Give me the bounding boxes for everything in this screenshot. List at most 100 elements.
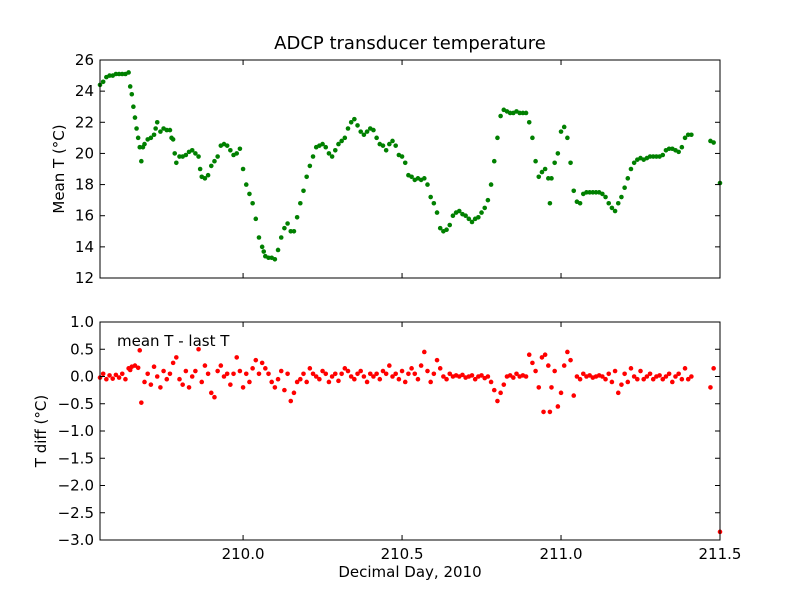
temperature-point bbox=[275, 247, 281, 253]
difference-point bbox=[193, 368, 198, 374]
difference-point bbox=[472, 376, 478, 382]
temperature-y-ticks: 12 14 16 18 20 22 24 26 bbox=[75, 51, 720, 287]
temperature-point bbox=[153, 126, 158, 131]
difference-point bbox=[371, 374, 376, 379]
temperature-point bbox=[590, 190, 596, 195]
temperature-point bbox=[542, 166, 548, 172]
difference-point bbox=[526, 352, 532, 358]
temperature-point bbox=[358, 129, 364, 134]
difference-point bbox=[708, 385, 713, 390]
temperature-point bbox=[666, 146, 672, 152]
difference-point bbox=[237, 368, 243, 374]
difference-point bbox=[685, 376, 691, 382]
difference-point bbox=[418, 363, 424, 368]
difference-point bbox=[323, 371, 329, 377]
temperature-point bbox=[323, 144, 329, 150]
difference-points bbox=[97, 346, 723, 535]
difference-point bbox=[549, 385, 554, 390]
temperature-point bbox=[364, 129, 370, 134]
difference-point bbox=[565, 349, 570, 355]
difference-point bbox=[139, 400, 144, 405]
temperature-point bbox=[689, 132, 694, 138]
difference-y-tick-label: −1.0 bbox=[58, 422, 94, 440]
temperature-point bbox=[177, 154, 182, 159]
temperature-point bbox=[552, 160, 557, 166]
difference-point bbox=[682, 366, 688, 371]
difference-point bbox=[393, 371, 398, 377]
temperature-point bbox=[577, 200, 583, 206]
temperature-point bbox=[507, 110, 513, 116]
temperature-point bbox=[285, 221, 290, 226]
temperature-point bbox=[135, 135, 141, 141]
temperature-axes-frame bbox=[99, 59, 721, 279]
temperature-point bbox=[561, 124, 567, 130]
temperature-point bbox=[387, 141, 392, 147]
difference-axes-frame bbox=[99, 321, 721, 541]
difference-point bbox=[154, 374, 160, 379]
temperature-point bbox=[167, 127, 173, 133]
temperature-point bbox=[301, 188, 306, 194]
temperature-point bbox=[603, 194, 608, 200]
difference-point bbox=[574, 374, 580, 379]
difference-point bbox=[644, 374, 650, 379]
temperature-point bbox=[615, 200, 621, 206]
difference-point bbox=[511, 375, 516, 380]
difference-point bbox=[437, 366, 443, 371]
temperature-point bbox=[547, 200, 553, 206]
difference-point bbox=[383, 371, 389, 377]
difference-point bbox=[259, 360, 265, 366]
temperature-point bbox=[447, 222, 453, 228]
difference-point bbox=[501, 382, 507, 387]
difference-point bbox=[390, 374, 395, 379]
temperature-point bbox=[234, 151, 240, 156]
temperature-point bbox=[565, 135, 570, 141]
difference-point bbox=[272, 385, 278, 390]
difference-point bbox=[367, 371, 373, 377]
temperature-point bbox=[682, 135, 688, 141]
difference-point bbox=[396, 376, 402, 382]
temperature-point bbox=[261, 249, 267, 254]
difference-point bbox=[539, 355, 545, 360]
difference-point bbox=[638, 368, 643, 374]
temperature-point bbox=[119, 71, 125, 77]
difference-point bbox=[298, 376, 303, 382]
difference-y-tick-label: 1.0 bbox=[70, 313, 94, 331]
difference-point bbox=[234, 355, 240, 360]
temperature-point bbox=[294, 214, 300, 220]
difference-point bbox=[666, 371, 672, 377]
temperature-point bbox=[476, 214, 481, 220]
temperature-point bbox=[131, 104, 136, 110]
difference-point bbox=[488, 379, 494, 385]
difference-point bbox=[641, 376, 646, 382]
temperature-y-tick-label: 18 bbox=[75, 176, 94, 194]
temperature-point bbox=[482, 205, 488, 211]
temperature-point bbox=[402, 160, 408, 166]
temperature-point bbox=[129, 91, 135, 97]
temperature-point bbox=[329, 154, 335, 159]
difference-point bbox=[116, 375, 122, 380]
temperature-point bbox=[183, 152, 189, 158]
temperature-point bbox=[450, 213, 456, 219]
temperature-point bbox=[282, 225, 287, 231]
difference-point bbox=[422, 349, 427, 355]
temperature-point bbox=[126, 70, 131, 75]
difference-point bbox=[628, 366, 634, 371]
difference-point bbox=[558, 390, 564, 396]
difference-point bbox=[345, 368, 351, 374]
difference-annotation: mean T - last T bbox=[117, 332, 230, 350]
difference-point bbox=[215, 368, 220, 374]
temperature-point bbox=[444, 227, 449, 233]
difference-point bbox=[406, 371, 411, 377]
difference-point bbox=[657, 373, 662, 378]
difference-point bbox=[498, 390, 503, 396]
temperature-point bbox=[587, 190, 592, 195]
difference-point bbox=[307, 366, 313, 371]
difference-x-tick-label: 211.0 bbox=[540, 545, 583, 563]
difference-point bbox=[631, 374, 637, 379]
temperature-point bbox=[172, 151, 178, 156]
difference-point bbox=[615, 390, 621, 396]
difference-point bbox=[320, 368, 325, 374]
difference-point bbox=[679, 376, 685, 382]
difference-point bbox=[170, 360, 176, 366]
